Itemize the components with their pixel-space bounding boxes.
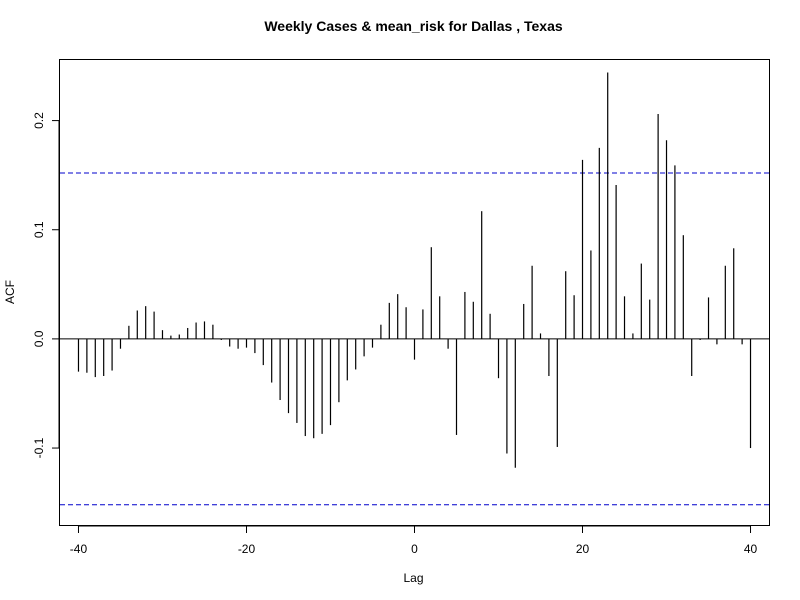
y-tick-label: -0.1 — [32, 437, 46, 458]
x-tick-label: -20 — [238, 542, 256, 556]
y-tick-label: 0.0 — [32, 330, 46, 347]
y-axis: -0.1 0.0 0.1 0.2 — [32, 112, 60, 458]
x-axis-label: Lag — [403, 571, 423, 585]
plot-frame — [59, 59, 770, 526]
y-tick-label: 0.1 — [32, 221, 46, 238]
chart-title: Weekly Cases & mean_risk for Dallas , Te… — [264, 18, 563, 34]
x-tick-label: 0 — [411, 542, 418, 556]
x-axis: -40 -20 0 20 40 — [70, 525, 758, 556]
x-tick-label: 20 — [576, 542, 590, 556]
x-tick-label: -40 — [70, 542, 88, 556]
y-axis-label: ACF — [3, 280, 17, 304]
x-tick-label: 40 — [744, 542, 758, 556]
y-tick-label: 0.2 — [32, 112, 46, 129]
acf-bars — [77, 72, 752, 468]
